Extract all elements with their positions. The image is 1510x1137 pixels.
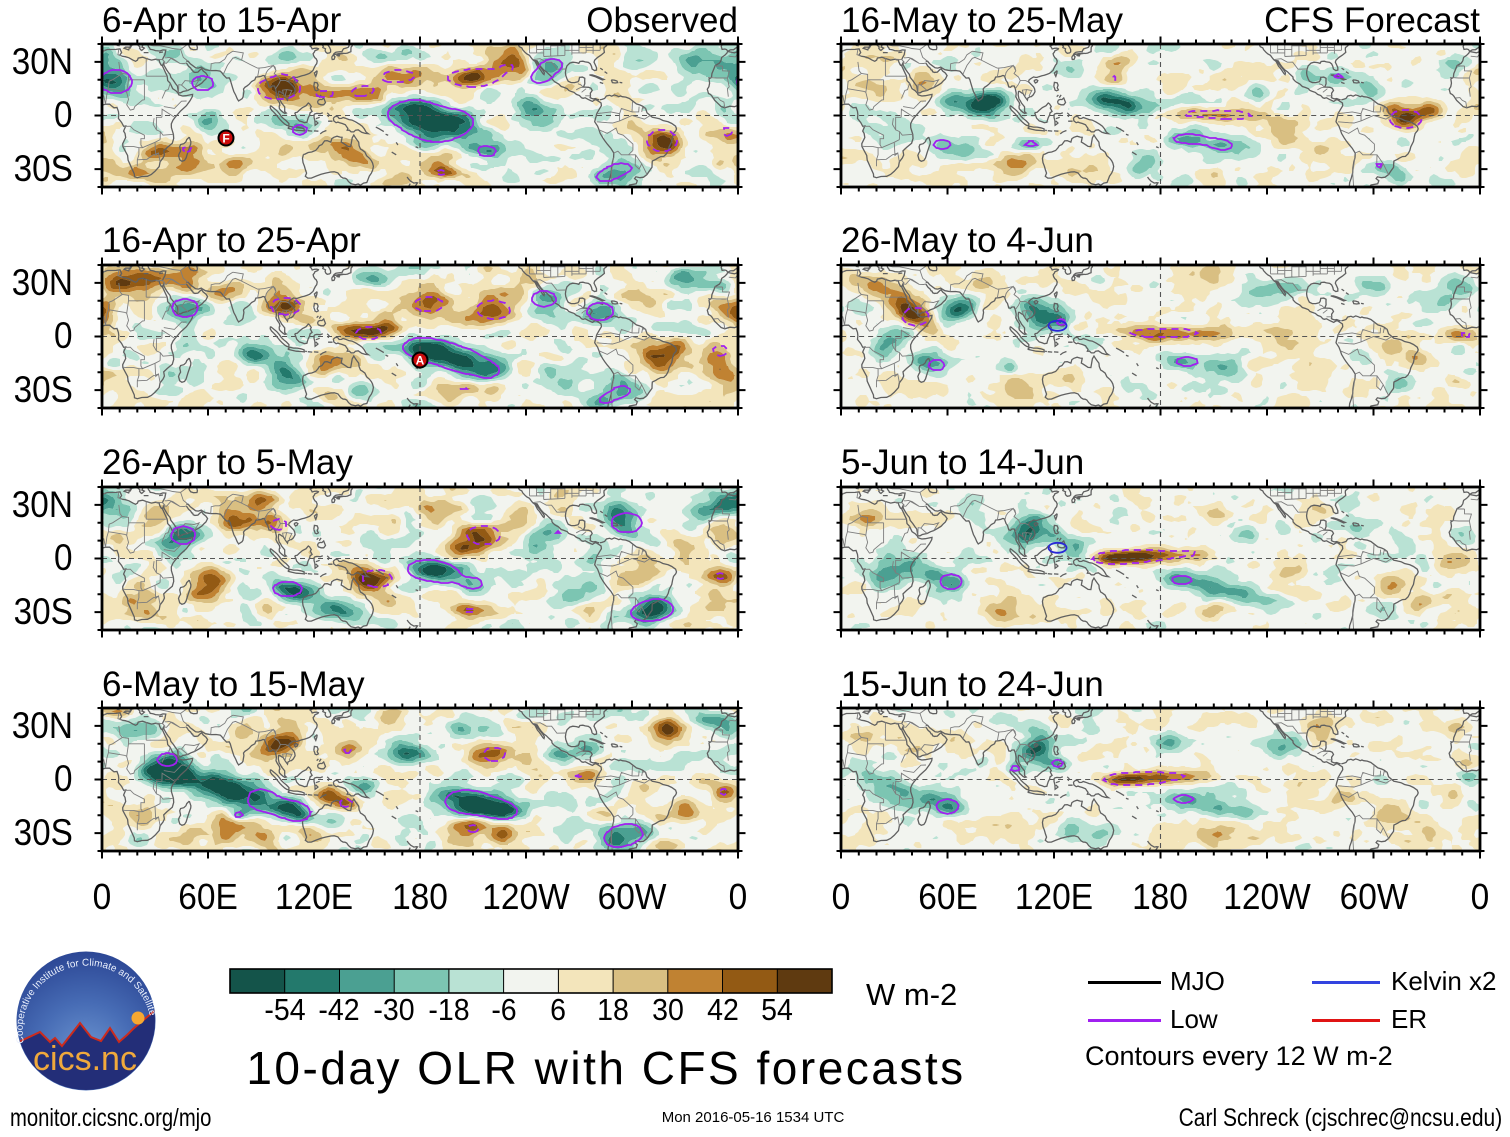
svg-text:cics.nc: cics.nc — [33, 1040, 137, 1078]
svg-text:A: A — [416, 354, 425, 368]
svg-text:F: F — [222, 132, 229, 146]
